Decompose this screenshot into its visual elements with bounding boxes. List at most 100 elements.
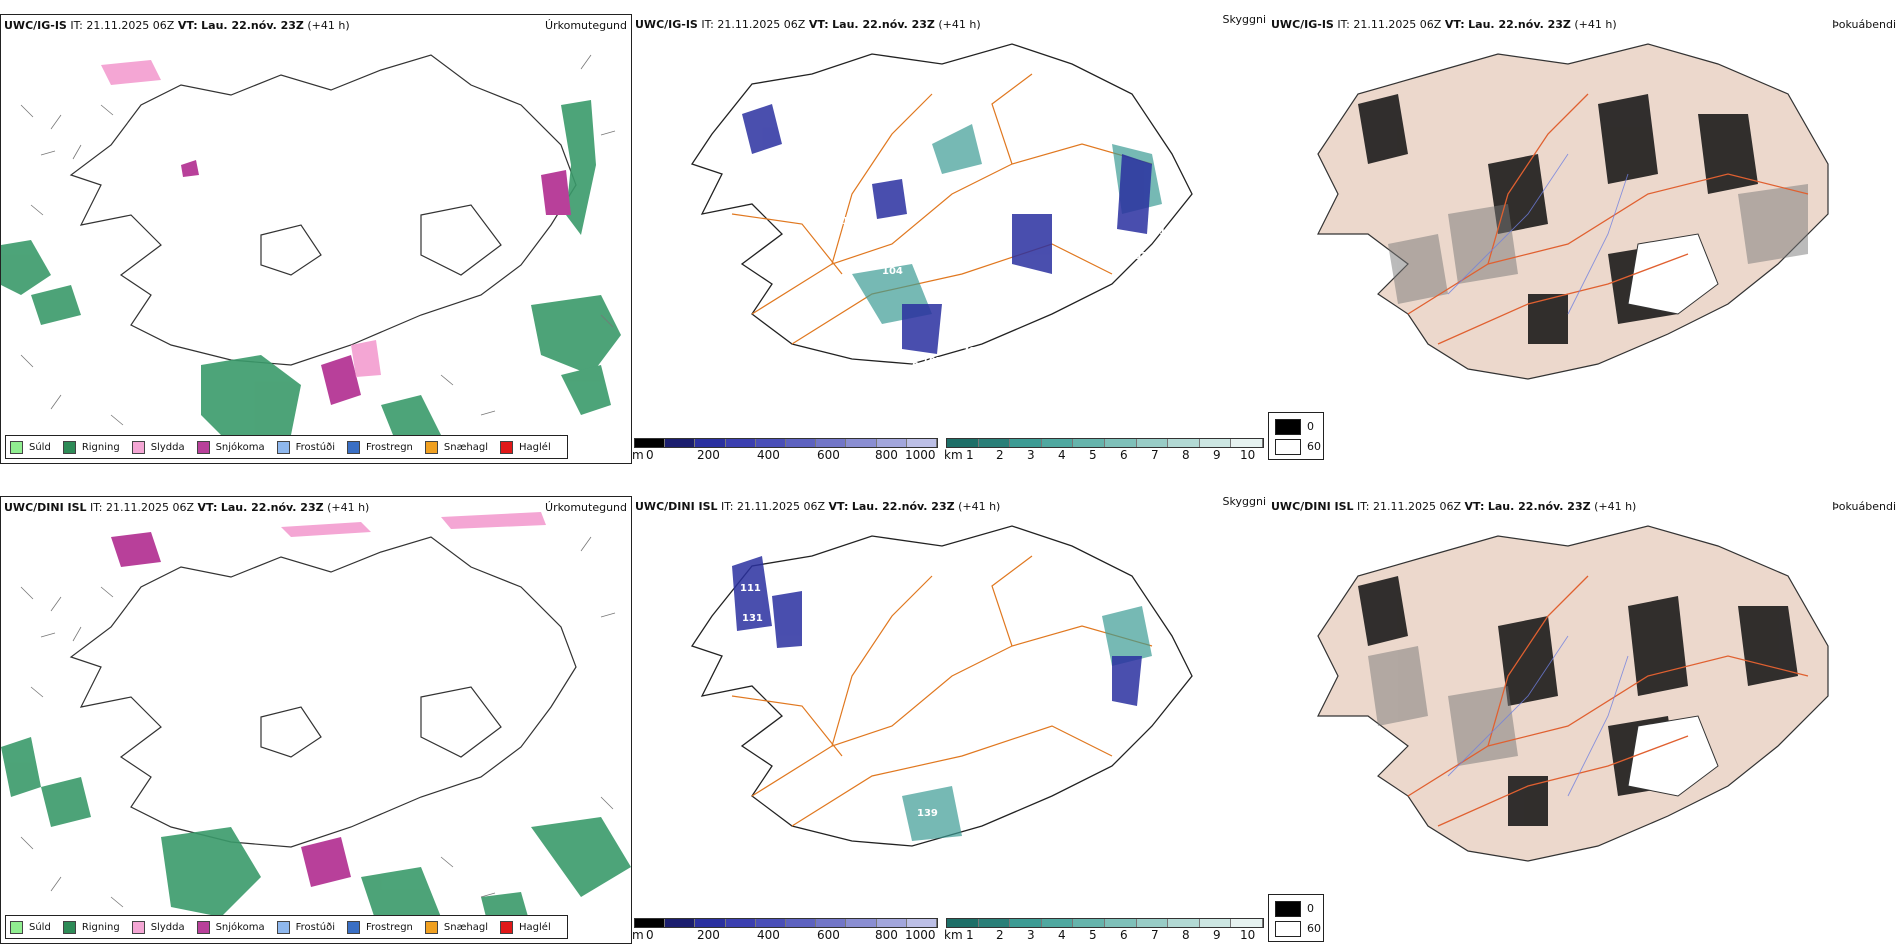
ceiling-unit: m [632, 928, 644, 942]
legend-swatch [276, 440, 290, 454]
vis-value-label: 131 [742, 613, 763, 624]
vis-value-label: 193 [952, 376, 973, 387]
legend-item: Haglél [500, 440, 551, 454]
ceiling-tick: 600 [817, 928, 840, 942]
ceiling-tick: 200 [697, 448, 720, 462]
ceiling-tick: 1000 [905, 448, 936, 462]
panel-header: UWC/DINI ISL IT: 21.11.2025 06Z VT: Lau.… [1271, 500, 1637, 513]
legend-swatch [62, 920, 76, 934]
iceland-precip-map [1, 54, 621, 455]
legend-swatch [347, 440, 360, 454]
visibility-tick: 4 [1058, 448, 1066, 462]
legend-swatch [347, 920, 360, 934]
precip-type-legend: Súld Rigning Slydda Snjókoma Frostúði Fr… [5, 435, 568, 459]
vis-value-label: 103 [1132, 236, 1153, 247]
iceland-precip-map [1, 512, 631, 937]
panel-title: Skyggni [1222, 14, 1266, 26]
vis-value-label: 134 [942, 324, 963, 335]
visibility-panel-bottom: 111 131 95 139 UWC/DINI ISL IT: 21.11.20… [632, 496, 1268, 946]
fog-scale-max: 0 [1307, 902, 1314, 915]
panel-header: UWC/IG-IS IT: 21.11.2025 06Z VT: Lau. 22… [635, 18, 981, 31]
ceiling-tick: 800 [875, 448, 898, 462]
fog-scale-max-swatch [1275, 901, 1301, 917]
legend-swatch [62, 440, 76, 454]
legend-item: Súld [10, 920, 51, 934]
fog-scale-min-swatch [1275, 439, 1301, 455]
visibility-unit: km [944, 448, 963, 462]
vis-value-label: 111 [740, 583, 761, 594]
precip-type-panel-bottom: UWC/DINI ISL IT: 21.11.2025 06Z VT: Lau.… [0, 496, 632, 944]
legend-item: Súld [10, 440, 51, 454]
visibility-tick: 6 [1120, 448, 1128, 462]
iceland-fog-map [1317, 43, 1829, 380]
legend-item: Snjókoma [196, 440, 265, 454]
legend-swatch [196, 920, 210, 934]
legend-swatch [131, 920, 145, 934]
visibility-tick: 8 [1182, 928, 1190, 942]
fog-scale-min: 60 [1307, 922, 1321, 935]
legend-item: Frostúði [276, 440, 335, 454]
ceiling-tick: 400 [757, 448, 780, 462]
visibility-tick: 4 [1058, 928, 1066, 942]
fog-scale-legend: 0 60 [1268, 894, 1324, 942]
vis-value-label: 88 [932, 386, 946, 397]
ceiling-tick: 600 [817, 448, 840, 462]
legend-item: Rigning [62, 440, 120, 454]
legend-item: Frostúði [276, 920, 335, 934]
panel-header: UWC/DINI ISL IT: 21.11.2025 06Z VT: Lau.… [635, 500, 1001, 513]
legend-swatch [424, 440, 438, 454]
ceiling-tick: 1000 [905, 928, 936, 942]
vis-value-label: 107 [922, 356, 943, 367]
ceiling-colorbar: m 0 200 400 600 800 1000 [632, 918, 942, 942]
vis-value-label: 139 [917, 808, 938, 819]
vis-value-label: 142 [1042, 291, 1063, 302]
visibility-tick: 8 [1182, 448, 1190, 462]
ceiling-tick: 0 [646, 928, 654, 942]
visibility-panel-top: 53 137 156 104 118 142 102 107 89 88 193… [632, 14, 1268, 464]
legend-swatch [10, 440, 23, 454]
legend-item: Slydda [131, 440, 185, 454]
legend-item: Rigning [62, 920, 120, 934]
panel-header: UWC/DINI ISL IT: 21.11.2025 06Z VT: Lau.… [4, 501, 370, 514]
ceiling-colorbar-gradient [634, 918, 938, 928]
vis-value-label: 53 [727, 131, 741, 142]
legend-swatch [424, 920, 438, 934]
visibility-tick: 6 [1120, 928, 1128, 942]
fog-panel-bottom: UWC/DINI ISL IT: 21.11.2025 06Z VT: Lau.… [1268, 496, 1900, 946]
visibility-tick: 2 [996, 928, 1004, 942]
vis-value-label: 118 [1022, 276, 1043, 287]
visibility-tick: 7 [1151, 928, 1159, 942]
panel-title: Þokuábendi [1832, 500, 1896, 513]
visibility-tick: 1 [966, 928, 974, 942]
visibility-colorbar-gradient [946, 438, 1264, 448]
panel-title: Úrkomutegund [545, 19, 627, 32]
legend-item: Snæhagl [424, 440, 488, 454]
visibility-tick: 1 [966, 448, 974, 462]
visibility-tick: 9 [1213, 448, 1221, 462]
ceiling-unit: m [632, 448, 644, 462]
ceiling-colorbar: m 0 200 400 600 800 1000 [632, 438, 942, 462]
visibility-unit: km [944, 928, 963, 942]
vis-value-label: 91 [1152, 226, 1166, 237]
visibility-tick: 3 [1027, 448, 1035, 462]
ceiling-tick: 200 [697, 928, 720, 942]
vis-value-label: 176 [782, 321, 803, 332]
iceland-fog-map [1317, 525, 1829, 862]
panel-title: Þokuábendi [1832, 18, 1896, 31]
panel-header: UWC/IG-IS IT: 21.11.2025 06Z VT: Lau. 22… [1271, 18, 1617, 31]
visibility-colorbar-gradient [946, 918, 1264, 928]
legend-item: Slydda [131, 920, 185, 934]
panel-header: UWC/IG-IS IT: 21.11.2025 06Z VT: Lau. 22… [4, 19, 350, 32]
vis-value-label: 79 [962, 346, 976, 357]
precip-type-panel-top: UWC/IG-IS IT: 21.11.2025 06Z VT: Lau. 22… [0, 14, 632, 464]
visibility-tick: 2 [996, 448, 1004, 462]
ceiling-tick: 400 [757, 928, 780, 942]
ceiling-tick: 0 [646, 448, 654, 462]
visibility-tick: 9 [1213, 928, 1221, 942]
legend-swatch [500, 920, 514, 934]
panel-title: Úrkomutegund [545, 501, 627, 514]
ceiling-tick: 800 [875, 928, 898, 942]
ceiling-colorbar-gradient [634, 438, 938, 448]
fog-scale-min: 60 [1307, 440, 1321, 453]
vis-value-label: 95 [812, 643, 826, 654]
